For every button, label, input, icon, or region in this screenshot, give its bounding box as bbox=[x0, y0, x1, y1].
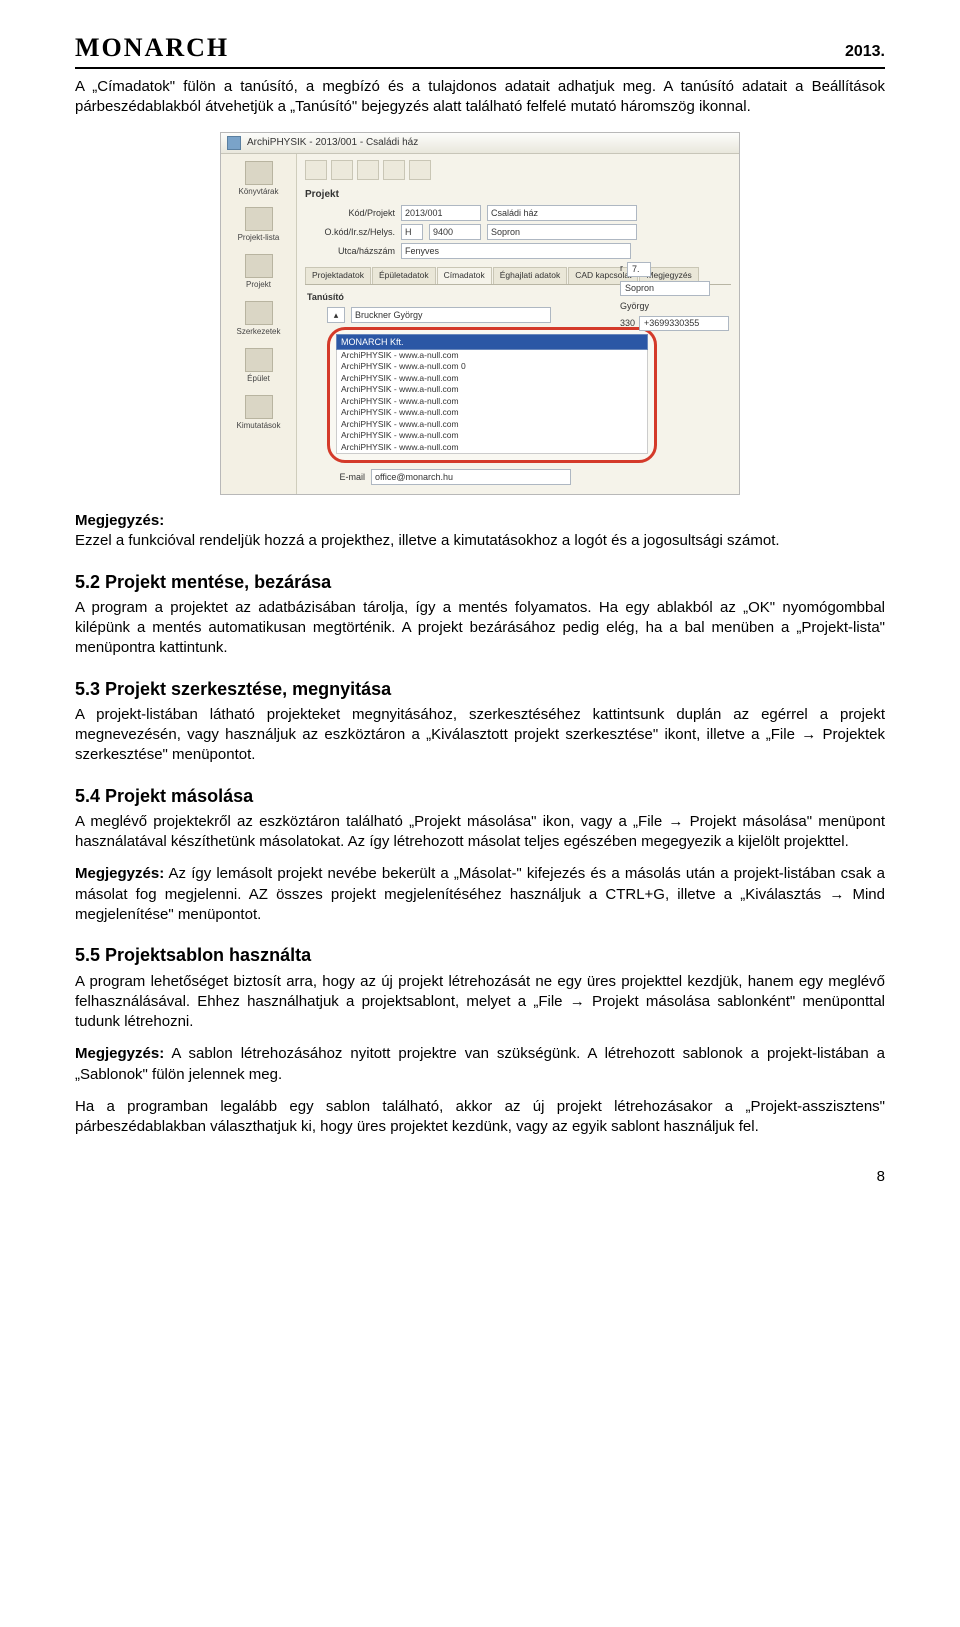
page-number: 8 bbox=[75, 1167, 885, 1187]
heading-5-3: 5.3 Projekt szerkesztése, megnyitása bbox=[75, 677, 885, 701]
phone-input[interactable]: +3699330355 bbox=[639, 316, 729, 331]
tab-cimadatok[interactable]: Címadatok bbox=[437, 267, 492, 283]
header-year: 2013. bbox=[845, 41, 885, 63]
p-5-3: A projekt-listában látható projekteket m… bbox=[75, 705, 885, 766]
note1-text: Ezzel a funkcióval rendeljük hozzá a pro… bbox=[75, 532, 780, 549]
dropdown-option[interactable]: ArchiPHYSIK - www.a-null.com bbox=[336, 384, 648, 395]
email-label: E-mail bbox=[305, 471, 365, 483]
field-row-kod: Kód/Projekt 2013/001 Családi ház bbox=[305, 205, 731, 221]
note1: Megjegyzés: Ezzel a funkcióval rendeljük… bbox=[75, 511, 885, 552]
note-5-4: Megjegyzés: Az így lemásolt projekt nevé… bbox=[75, 864, 885, 925]
sidebar-item-epulet[interactable]: Épület bbox=[223, 345, 294, 388]
toolbar-button[interactable] bbox=[357, 160, 379, 180]
tab-projektadatok[interactable]: Projektadatok bbox=[305, 267, 371, 283]
toolbar-button[interactable] bbox=[383, 160, 405, 180]
kod-input[interactable]: 2013/001 bbox=[401, 205, 481, 221]
email-input[interactable]: office@monarch.hu bbox=[371, 469, 571, 485]
projekt-input[interactable]: Családi ház bbox=[487, 205, 637, 221]
dropdown-option[interactable]: ArchiPHYSIK - www.a-null.com bbox=[336, 373, 648, 384]
sopron-input[interactable]: Sopron bbox=[620, 281, 710, 296]
triangle-up-button[interactable]: ▴ bbox=[327, 307, 345, 323]
gyorgy-text: György bbox=[620, 300, 649, 312]
note-5-5-label: Megjegyzés: bbox=[75, 1045, 164, 1062]
field-row-utca: Utca/házszám Fenyves bbox=[305, 243, 731, 259]
p-5-5-2: Ha a programban legalább egy sablon talá… bbox=[75, 1097, 885, 1138]
sidebar-label: Könyvtárak bbox=[238, 187, 278, 198]
heading-5-5: 5.5 Projektsablon használta bbox=[75, 943, 885, 967]
intro-paragraph: A „Címadatok" fülön a tanúsító, a megbíz… bbox=[75, 77, 885, 118]
note-5-4-label: Megjegyzés: bbox=[75, 865, 164, 882]
sidebar-item-szerkezetek[interactable]: Szerkezetek bbox=[223, 298, 294, 341]
sidebar-label: Projekt-lista bbox=[238, 233, 280, 244]
dropdown-selected[interactable]: MONARCH Kft. bbox=[336, 334, 648, 350]
num330: 330 bbox=[620, 317, 635, 329]
p-5-4: A meglévő projektekről az eszköztáron ta… bbox=[75, 812, 885, 853]
dropdown-option[interactable]: ArchiPHYSIK - www.a-null.com bbox=[336, 430, 648, 441]
field-label: O.kód/Ir.sz/Helys. bbox=[305, 226, 395, 238]
window-title: ArchiPHYSIK - 2013/001 - Családi ház bbox=[247, 136, 418, 150]
sidebar-item-kimutatasok[interactable]: Kimutatások bbox=[223, 392, 294, 435]
toolbar-button[interactable] bbox=[331, 160, 353, 180]
tanusito-name-input[interactable]: Bruckner György bbox=[351, 307, 551, 323]
main-panel: Projekt Kód/Projekt 2013/001 Családi ház… bbox=[297, 154, 739, 494]
section-title: Projekt bbox=[305, 188, 731, 202]
p-5-5-1: A program lehetőséget biztosít arra, hog… bbox=[75, 972, 885, 1033]
irsz-input[interactable]: 9400 bbox=[429, 224, 481, 240]
dropdown-option[interactable]: ArchiPHYSIK - www.a-null.com bbox=[336, 396, 648, 407]
app-icon bbox=[227, 136, 241, 150]
dropdown-option[interactable]: ArchiPHYSIK - www.a-null.com bbox=[336, 442, 648, 454]
field-label: Kód/Projekt bbox=[305, 207, 395, 219]
tanusito-dropdown-highlight: MONARCH Kft. ArchiPHYSIK - www.a-null.co… bbox=[327, 327, 657, 463]
note1-label: Megjegyzés: bbox=[75, 512, 164, 529]
num-input[interactable]: 7. bbox=[627, 262, 651, 277]
note-5-5-text: A sablon létrehozásához nyitott projektr… bbox=[75, 1045, 885, 1082]
tab-epuletadatok[interactable]: Épületadatok bbox=[372, 267, 436, 283]
utca-input[interactable]: Fenyves bbox=[401, 243, 631, 259]
note-5-5: Megjegyzés: A sablon létrehozásához nyit… bbox=[75, 1044, 885, 1085]
field-row-okod: O.kód/Ir.sz/Helys. H 9400 Sopron bbox=[305, 224, 731, 240]
okod-h-input[interactable]: H bbox=[401, 224, 423, 240]
helys-input[interactable]: Sopron bbox=[487, 224, 637, 240]
dropdown-option[interactable]: ArchiPHYSIK - www.a-null.com bbox=[336, 407, 648, 418]
note-5-4-text: Az így lemásolt projekt nevébe bekerült … bbox=[75, 865, 885, 923]
window-titlebar: ArchiPHYSIK - 2013/001 - Családi ház bbox=[221, 133, 739, 154]
app-screenshot: ArchiPHYSIK - 2013/001 - Családi ház Kön… bbox=[220, 132, 740, 495]
sidebar-label: Kimutatások bbox=[236, 421, 280, 432]
toolbar-button[interactable] bbox=[305, 160, 327, 180]
sidebar-item-projekt[interactable]: Projekt bbox=[223, 251, 294, 294]
heading-5-2: 5.2 Projekt mentése, bezárása bbox=[75, 570, 885, 594]
r-label: r bbox=[620, 262, 623, 277]
toolbar bbox=[305, 160, 731, 180]
dropdown-option[interactable]: ArchiPHYSIK - www.a-null.com bbox=[336, 350, 648, 361]
dropdown-option[interactable]: ArchiPHYSIK - www.a-null.com 0 bbox=[336, 361, 648, 372]
toolbar-button[interactable] bbox=[409, 160, 431, 180]
sidebar-label: Projekt bbox=[246, 280, 271, 291]
field-label: Utca/házszám bbox=[305, 245, 395, 257]
sidebar-item-projektlista[interactable]: Projekt-lista bbox=[223, 204, 294, 247]
heading-5-4: 5.4 Projekt másolása bbox=[75, 784, 885, 808]
sidebar: Könyvtárak Projekt-lista Projekt Szerkez… bbox=[221, 154, 297, 494]
email-row: E-mail office@monarch.hu bbox=[305, 469, 731, 485]
tab-eghajlati[interactable]: Éghajlati adatok bbox=[493, 267, 568, 283]
dropdown-option[interactable]: ArchiPHYSIK - www.a-null.com bbox=[336, 419, 648, 430]
logo: MONARCH bbox=[75, 30, 229, 65]
sidebar-item-konyvtarak[interactable]: Könyvtárak bbox=[223, 158, 294, 201]
right-value-column: r 7. Sopron György 330 +3699330355 bbox=[620, 262, 729, 331]
page-header: MONARCH 2013. bbox=[75, 30, 885, 69]
p-5-2: A program a projektet az adatbázisában t… bbox=[75, 598, 885, 659]
sidebar-label: Épület bbox=[247, 374, 270, 385]
sidebar-label: Szerkezetek bbox=[236, 327, 280, 338]
